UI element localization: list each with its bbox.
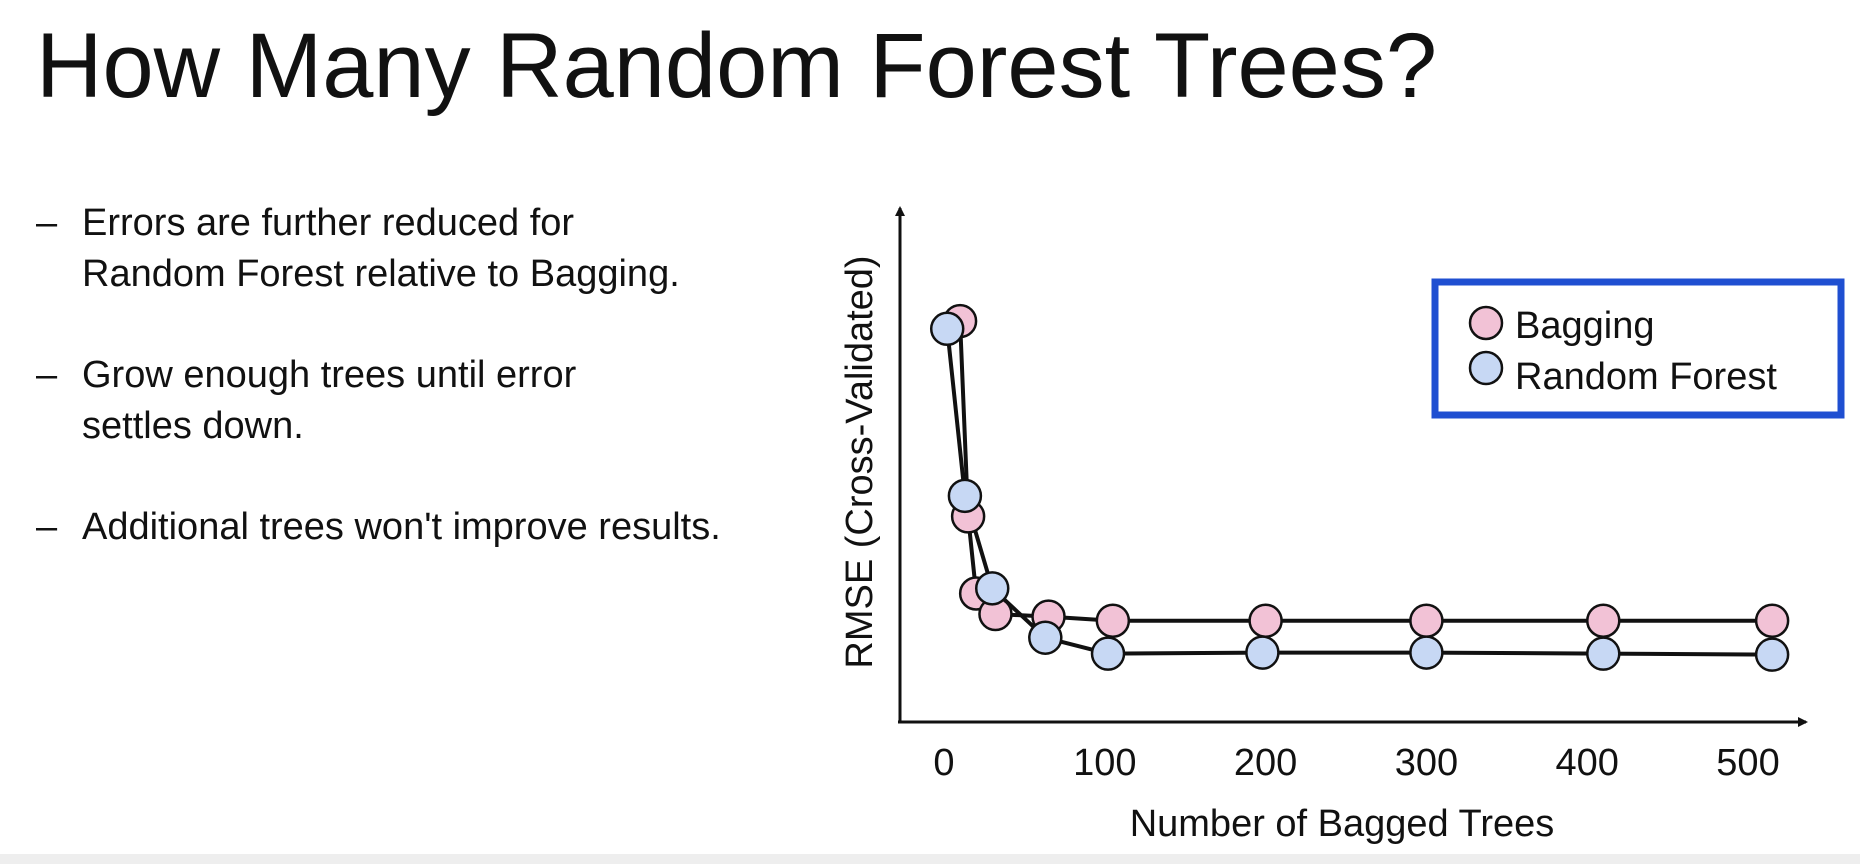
data-point-random-forest	[947, 478, 983, 514]
x-tick-label: 300	[1395, 742, 1458, 784]
bullet-text-line: settles down.	[82, 405, 304, 447]
bullet-dash: –	[36, 202, 58, 244]
data-point-bagging	[1586, 603, 1621, 638]
legend-swatch-random-forest	[1468, 350, 1504, 386]
x-tick-labels: 0 100 200 300 400 500	[933, 742, 1779, 784]
data-point-bagging	[1409, 603, 1444, 638]
bullet-item: – Additional trees won't improve results…	[36, 502, 796, 553]
bullet-dash: –	[36, 354, 58, 396]
legend: Bagging Random Forest	[1431, 278, 1845, 419]
footer-strip	[0, 854, 1860, 864]
data-point-bagging	[1248, 603, 1283, 638]
data-point-random-forest	[1028, 620, 1063, 655]
data-point-bagging	[1754, 603, 1790, 638]
x-tick-label: 100	[1073, 742, 1136, 784]
legend-label-random-forest: Random Forest	[1515, 356, 1777, 398]
x-tick-label: 200	[1234, 742, 1297, 784]
bullet-dash: –	[36, 506, 58, 548]
legend-box	[1431, 278, 1845, 419]
bullet-text-line: Errors are further reduced for	[82, 202, 575, 244]
legend-label-bagging: Bagging	[1515, 305, 1654, 347]
x-tick-label: 500	[1716, 742, 1779, 784]
data-point-random-forest	[1090, 636, 1126, 671]
x-tick-label: 400	[1555, 742, 1618, 784]
bullet-item: – Grow enough trees until error settles …	[36, 350, 796, 452]
bullet-text-line: Grow enough trees until error	[82, 354, 577, 396]
bullet-list: – Errors are further reduced for Random …	[36, 198, 796, 603]
data-point-random-forest	[1586, 636, 1621, 671]
x-tick-label: 0	[933, 742, 954, 784]
y-axis-label: RMSE (Cross-Validated)	[839, 255, 881, 668]
series-points	[929, 303, 1790, 672]
bullet-text-line: Additional trees won't improve results.	[82, 506, 721, 548]
data-point-bagging	[1095, 603, 1131, 638]
data-point-random-forest	[1245, 635, 1280, 670]
legend-swatch-bagging	[1468, 305, 1504, 341]
data-point-random-forest	[1754, 637, 1790, 672]
x-axis-label: Number of Bagged Trees	[1130, 803, 1555, 845]
bullet-item: – Errors are further reduced for Random …	[36, 198, 796, 300]
data-point-random-forest	[974, 571, 1010, 606]
data-point-random-forest	[1409, 635, 1444, 670]
slide-title: How Many Random Forest Trees?	[36, 15, 1437, 117]
series-line-bagging	[958, 320, 1773, 623]
data-point-random-forest	[929, 311, 965, 347]
bullet-text-line: Random Forest relative to Bagging.	[82, 253, 680, 295]
